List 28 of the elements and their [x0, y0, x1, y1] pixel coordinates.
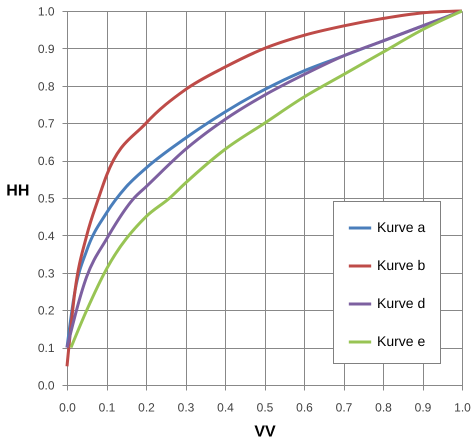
y-tick-label: 0.0: [38, 378, 55, 392]
y-tick-label: 0.3: [38, 266, 55, 280]
y-tick-label: 0.8: [38, 79, 55, 94]
y-tick-label: 0.7: [38, 116, 55, 131]
x-tick-label: 0.4: [217, 400, 234, 414]
x-tick-label: 0.8: [375, 400, 392, 414]
y-tick-label: 0.4: [38, 228, 55, 243]
x-tick-label: 1.0: [454, 400, 472, 414]
x-tick-label: 0.9: [414, 400, 432, 414]
x-tick-label: 0.5: [256, 400, 274, 414]
legend-label: Kurve e: [377, 333, 426, 349]
y-tick-label: 0.9: [38, 42, 55, 56]
legend-label: Kurve b: [377, 257, 426, 273]
legend-label: Kurve d: [377, 295, 426, 311]
y-tick-label: 0.1: [38, 341, 55, 356]
y-axis-title: HH: [6, 182, 30, 200]
y-tick-label: 1.0: [38, 4, 55, 18]
x-tick-label: 0.1: [98, 400, 116, 414]
x-tick-label: 0.7: [336, 400, 353, 414]
y-tick-label: 0.2: [38, 304, 55, 318]
x-tick-label: 0.2: [138, 400, 156, 414]
x-axis-title: VV: [254, 424, 276, 440]
x-tick-label: 0.3: [178, 400, 195, 414]
x-tick-label: 0.0: [59, 400, 76, 414]
x-tick-label: 0.6: [296, 400, 314, 414]
legend-label: Kurve a: [377, 219, 426, 235]
y-tick-label: 0.5: [38, 192, 55, 206]
y-tick-label: 0.6: [38, 154, 55, 168]
